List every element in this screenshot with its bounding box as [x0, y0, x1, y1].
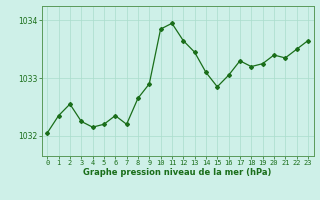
X-axis label: Graphe pression niveau de la mer (hPa): Graphe pression niveau de la mer (hPa): [84, 168, 272, 177]
